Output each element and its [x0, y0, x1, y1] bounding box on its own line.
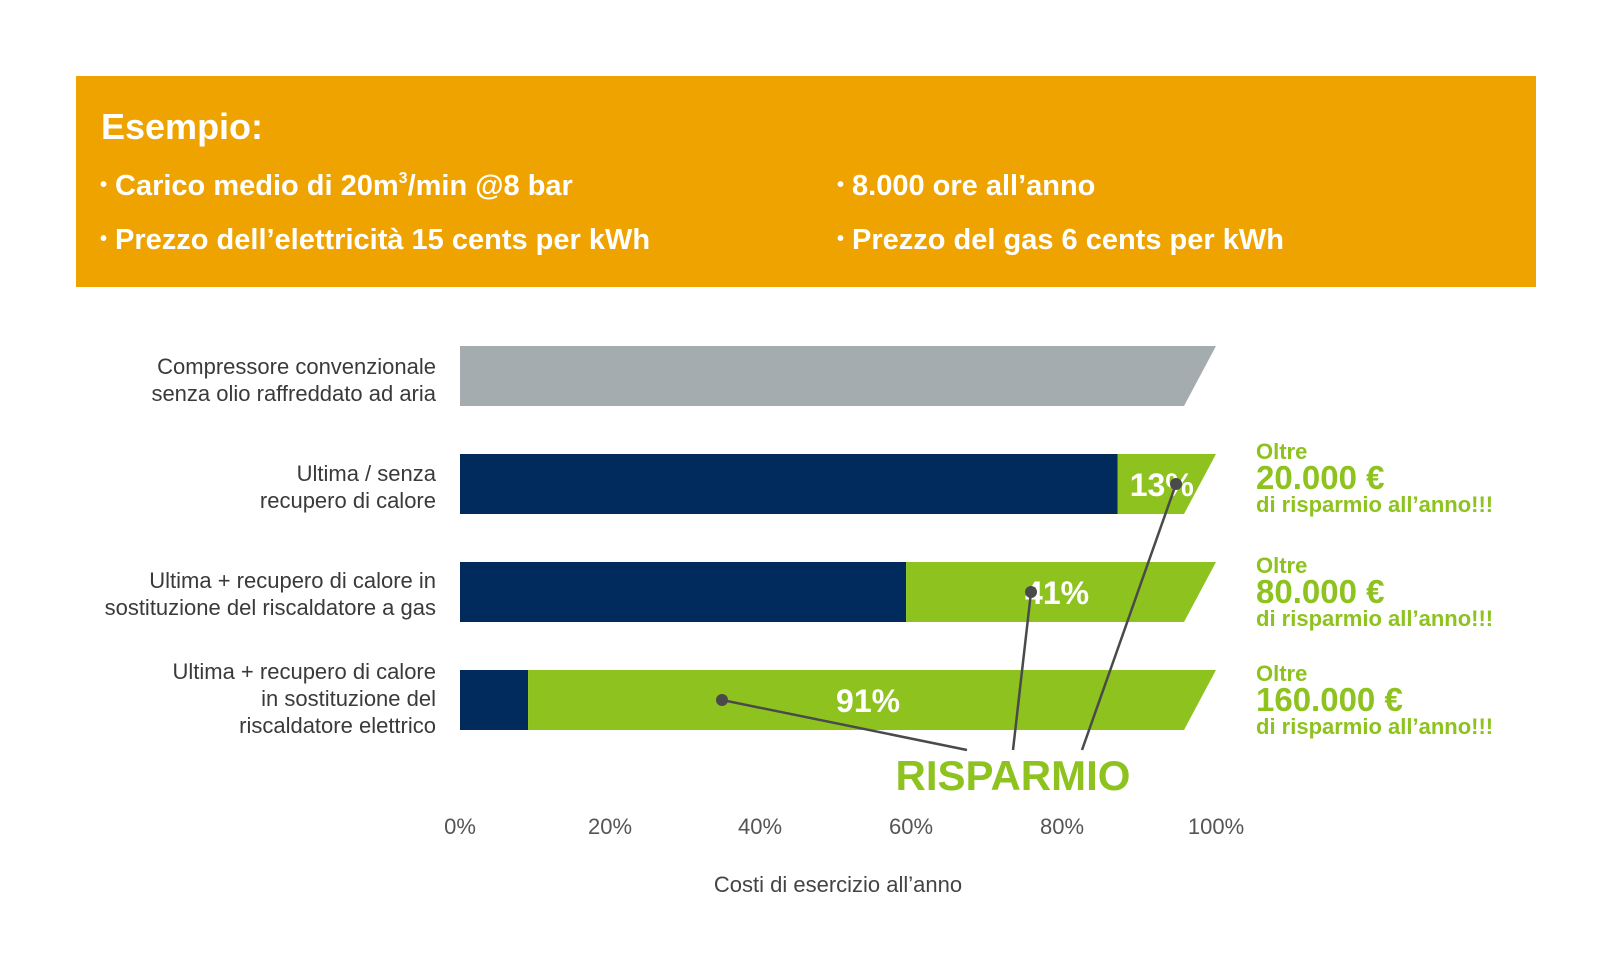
note-prefix: Oltre: [1256, 553, 1308, 578]
bar-cost-segment: [460, 454, 1118, 514]
x-tick-80: 80%: [1039, 814, 1085, 839]
note-suffix: di risparmio all’anno!!!: [1256, 714, 1494, 739]
category-label-line: Ultima + recupero di calore: [172, 659, 436, 684]
bar-cost-segment: [460, 670, 529, 730]
banner-title: Esempio:: [101, 106, 264, 147]
x-tick-20: 20%: [587, 814, 633, 839]
bullet-dot: •: [837, 228, 845, 250]
category-label-line: Compressore convenzionale: [157, 354, 436, 379]
category-label-line: sostituzione del riscaldatore a gas: [104, 595, 436, 620]
category-label-line: in sostituzione del: [261, 686, 436, 711]
saving-percent-label: 13%: [1130, 467, 1194, 503]
note-amount: 20.000 €: [1256, 459, 1385, 496]
category-label-conventional: Compressore convenzionale senza olio raf…: [36, 353, 436, 407]
superscript: 3: [398, 170, 408, 187]
pointer-line: [1011, 591, 1033, 751]
bar-saving-segment: [906, 562, 1216, 622]
pointer-dot: [1025, 586, 1038, 598]
savings-note-electric: Oltre 160.000 € di risparmio all’anno!!!: [1256, 663, 1493, 739]
x-tick-60: 60%: [888, 814, 934, 839]
note-suffix: di risparmio all’anno!!!: [1256, 606, 1494, 631]
note-prefix: Oltre: [1256, 661, 1308, 686]
note-suffix: di risparmio all’anno!!!: [1256, 492, 1494, 517]
bullet-load: • Carico medio di 20m3/min @8 bar: [100, 170, 573, 203]
bullet-text: Carico medio di 20m: [115, 170, 399, 202]
bar-cost-segment: [460, 562, 907, 622]
saving-percent-label: 91%: [836, 683, 900, 719]
category-label-ultima-no-recovery: Ultima / senza recupero di calore: [36, 460, 436, 514]
bullet-dot: •: [100, 174, 108, 196]
pointer-dot: [1170, 478, 1182, 490]
pointer-line: [721, 698, 968, 752]
note-prefix: Oltre: [1256, 439, 1308, 464]
bullet-electricity-price: • Prezzo dell’elettricità 15 cents per kW…: [100, 224, 650, 257]
bullet-hours: • 8.000 ore all’anno: [837, 170, 1095, 203]
x-tick-0: 0%: [444, 814, 476, 839]
note-amount: 160.000 €: [1256, 681, 1403, 718]
risparmio-callout: RISPARMIO: [895, 752, 1131, 799]
pointer-dot: [716, 694, 729, 706]
bullet-dot: •: [100, 228, 108, 250]
savings-note-ultima: Oltre 20.000 € di risparmio all’anno!!!: [1256, 441, 1493, 517]
bar-saving-segment: [1117, 454, 1216, 514]
x-tick-40: 40%: [737, 814, 783, 839]
category-label-ultima-gas: Ultima + recupero di calore in sostituzi…: [36, 567, 436, 621]
savings-note-gas: Oltre 80.000 € di risparmio all’anno!!!: [1256, 555, 1493, 631]
bullet-text: 8.000 ore all’anno: [852, 170, 1096, 202]
category-label-line: riscaldatore elettrico: [239, 713, 436, 738]
pointer-line: [1080, 483, 1178, 751]
category-label-line: senza olio raffreddato ad aria: [151, 381, 436, 406]
bullet-text-tail: /min @8 bar: [407, 170, 573, 202]
category-label-line: Ultima / senza: [296, 461, 436, 486]
bullet-text: Prezzo del gas 6 cents per kWh: [852, 224, 1284, 256]
bar-baseline: [460, 346, 1216, 406]
bullet-gas-price: • Prezzo del gas 6 cents per kWh: [837, 224, 1284, 257]
bullet-dot: •: [837, 174, 845, 196]
example-banner: Esempio: • Carico medio di 20m3/min @8 ba…: [76, 76, 1536, 287]
bar-saving-segment: [528, 670, 1216, 730]
x-axis-label: Costi di esercizio all’anno: [713, 872, 963, 897]
category-label-line: Ultima + recupero di calore in: [149, 568, 436, 593]
bullet-text: Prezzo dell’elettricità 15 cents per kWh: [115, 224, 651, 256]
category-label-line: recupero di calore: [259, 488, 436, 513]
category-label-ultima-electric: Ultima + recupero di calore in sostituzi…: [36, 658, 436, 739]
note-amount: 80.000 €: [1256, 573, 1385, 610]
x-tick-100: 100%: [1187, 814, 1245, 839]
